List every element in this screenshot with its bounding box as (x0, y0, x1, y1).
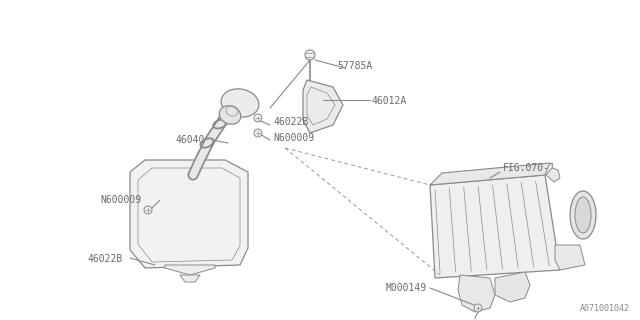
Text: FIG.070-1: FIG.070-1 (503, 163, 556, 173)
Text: 46012A: 46012A (372, 96, 407, 106)
Polygon shape (458, 275, 495, 312)
Circle shape (254, 129, 262, 137)
Text: 57785A: 57785A (337, 61, 372, 71)
Polygon shape (546, 168, 560, 182)
Ellipse shape (570, 191, 596, 239)
Text: M000149: M000149 (386, 283, 427, 293)
Ellipse shape (220, 106, 241, 124)
Polygon shape (495, 272, 530, 302)
Text: N600009: N600009 (100, 195, 141, 205)
Text: 46022B: 46022B (88, 254, 124, 264)
Ellipse shape (575, 197, 591, 233)
Polygon shape (430, 175, 560, 278)
Polygon shape (430, 163, 550, 185)
Text: A071001042: A071001042 (580, 304, 630, 313)
Polygon shape (130, 160, 248, 268)
Polygon shape (180, 275, 200, 282)
Circle shape (305, 50, 315, 60)
Polygon shape (303, 80, 343, 133)
Text: 46022B: 46022B (273, 117, 308, 127)
Circle shape (474, 304, 482, 312)
Polygon shape (165, 265, 215, 275)
Polygon shape (555, 245, 585, 270)
Text: N600009: N600009 (273, 133, 314, 143)
Circle shape (144, 206, 152, 214)
Circle shape (254, 114, 262, 122)
Text: 46040: 46040 (175, 135, 204, 145)
Ellipse shape (221, 89, 259, 117)
